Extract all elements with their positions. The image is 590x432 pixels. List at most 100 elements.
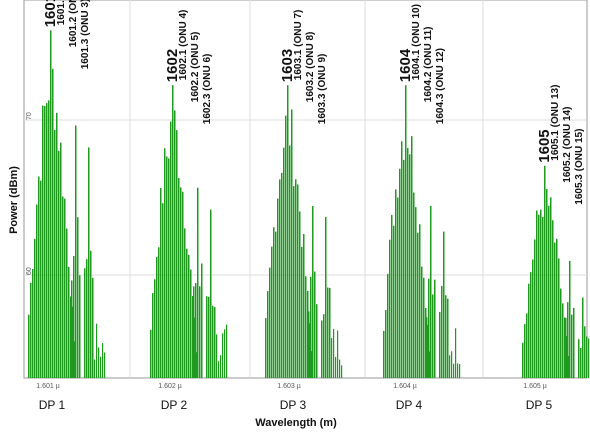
spectrum-bar <box>580 347 582 378</box>
spectrum-bar <box>54 130 56 378</box>
spectrum-bar <box>156 257 158 378</box>
spectrum-bar <box>102 342 104 378</box>
spectrum-bar <box>307 290 309 378</box>
spectrum-bar <box>449 355 451 378</box>
spectrum-bar <box>50 30 52 379</box>
channel-label: 1602.3 (ONU 6) <box>202 54 213 125</box>
spectrum-bar <box>305 276 307 378</box>
spectrum-bar <box>401 141 403 378</box>
spectrum-bar <box>178 177 180 378</box>
spectrum-bar <box>289 145 291 378</box>
spectrum-bar <box>46 103 48 379</box>
spectrum-bar <box>308 311 310 378</box>
spectrum-bar <box>321 320 323 378</box>
spectrum-bar <box>77 217 79 378</box>
spectrum-bar <box>194 317 196 378</box>
spectrum-bar <box>542 216 544 378</box>
spectrum-bar <box>42 105 44 379</box>
spectrum-bar <box>524 324 526 378</box>
spectrum-bar <box>544 165 546 378</box>
spectrum-bar <box>44 106 46 378</box>
spectrum-bar <box>220 355 222 378</box>
spectrum-bar <box>415 207 417 378</box>
spectrum-bar <box>206 296 208 378</box>
spectrum-bar <box>534 239 536 378</box>
spectrum-bar <box>72 306 74 378</box>
spectrum-bar <box>56 112 58 379</box>
spectrum-bar <box>569 260 571 378</box>
spectrum-bar <box>293 186 295 378</box>
spectrum-bar <box>199 286 201 378</box>
spectrum-bar <box>79 275 81 378</box>
spectrum-bar <box>429 351 431 378</box>
spectrum-bar <box>70 296 72 378</box>
spectrum-bar <box>90 250 92 378</box>
spectrum-bar <box>285 115 287 378</box>
spectrum-bar <box>208 296 210 378</box>
spectrum-bar <box>71 280 73 378</box>
spectrum-bar <box>425 308 427 378</box>
spectrum-bar <box>166 156 168 378</box>
spectrum-bar <box>421 266 423 378</box>
spectrum-bar <box>538 214 540 378</box>
spectrum-bar <box>160 187 162 378</box>
spectrum-bar <box>323 314 325 378</box>
channel-label: 1602.1 (ONU 4) <box>178 10 189 81</box>
spectrum-bar <box>182 191 184 378</box>
spectrum-bar <box>335 356 337 378</box>
spectrum-bar <box>395 189 397 378</box>
spectrum-bar <box>168 158 170 378</box>
spectrum-bar <box>40 180 42 378</box>
spectrum-bar <box>548 205 550 378</box>
spectrum-bar <box>188 254 190 378</box>
spectrum-bar <box>279 179 281 378</box>
spectrum-bar <box>218 361 220 378</box>
spectrum-bar <box>277 198 279 378</box>
spectrum-bar <box>295 179 297 378</box>
spectrum-bars <box>28 30 590 379</box>
y-axis-title: Power (dBm) <box>8 166 20 234</box>
spectrum-bar <box>573 307 575 378</box>
spectrum-bar <box>434 279 436 378</box>
spectrum-bar <box>432 294 434 378</box>
dp-label: DP 5 <box>526 398 553 412</box>
spectrum-bar <box>528 283 530 378</box>
spectrum-bar <box>283 147 285 378</box>
spectrum-bar <box>100 356 102 378</box>
spectrum-bar <box>333 328 335 378</box>
spectrum-bar <box>281 172 283 378</box>
spectrum-bar <box>417 232 419 378</box>
x-tick-label: 1.601 µ <box>36 383 60 390</box>
dp-label: DP 2 <box>161 398 188 412</box>
x-axis-title: Wavelength (m) <box>255 417 337 429</box>
spectrum-bar <box>552 220 554 378</box>
spectrum-bar <box>325 216 327 378</box>
spectrum-bar <box>38 176 40 378</box>
spectrum-bar <box>152 293 154 378</box>
spectrum-bar <box>571 314 573 378</box>
spectrum-bar <box>96 323 98 378</box>
dp-label: DP 1 <box>39 398 66 412</box>
spectrum-bar <box>312 205 314 378</box>
spectrum-bar <box>337 330 339 378</box>
spectrum-bar <box>226 324 228 378</box>
x-tick-labels: 1.601 µ 1.602 µ 1.603 µ 1.604 µ 1.605 µ <box>36 383 547 390</box>
spectrum-bar <box>441 285 443 378</box>
spectrum-bar <box>397 197 399 378</box>
spectrum-bar <box>327 287 329 378</box>
spectrum-bar <box>407 148 409 378</box>
spectrum-bar <box>411 136 413 378</box>
spectrum-bar <box>568 355 570 378</box>
spectrum-bar <box>387 273 389 378</box>
spectrum-bar <box>269 267 271 378</box>
spectrum-bar <box>297 184 299 378</box>
spectrum-bar <box>453 363 455 378</box>
channel-label: 1605.1 (ONU 13) <box>550 85 561 161</box>
spectrum-bar <box>413 192 415 378</box>
spectrum-bar <box>393 225 395 378</box>
peak-center-label: 1604 <box>397 48 414 82</box>
channel-label: 1602.2 (ONU 5) <box>190 32 201 103</box>
spectrum-bar <box>329 287 331 378</box>
channel-label: 1604.3 (ONU 12) <box>435 48 446 124</box>
